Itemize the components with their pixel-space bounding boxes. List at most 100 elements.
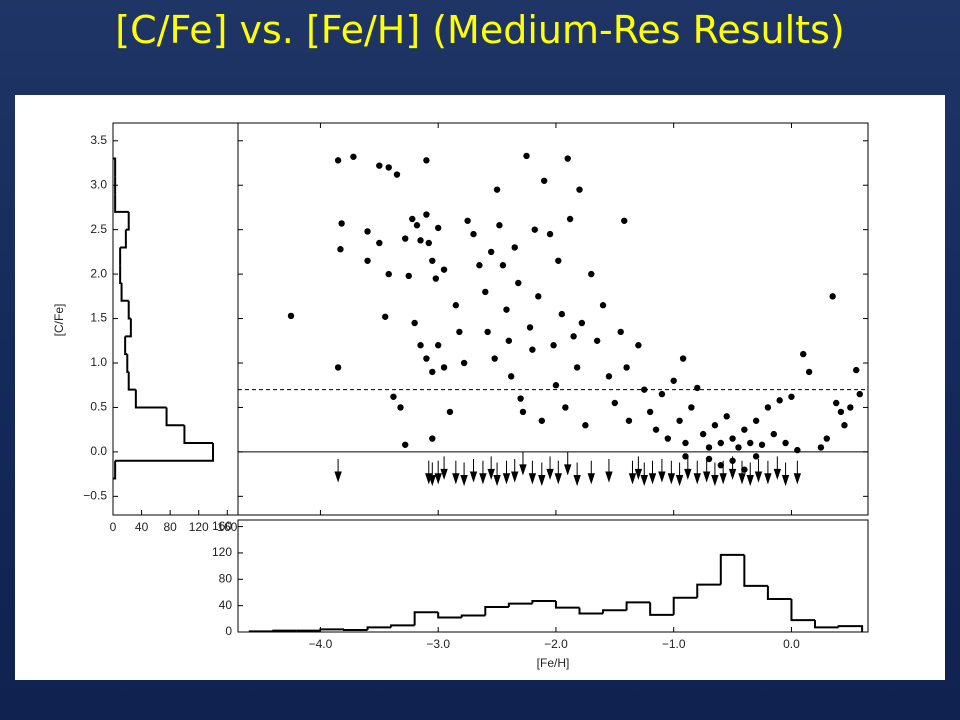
data-point — [376, 162, 383, 169]
data-point — [334, 364, 342, 371]
data-point — [456, 328, 463, 336]
hist-bin — [460, 614, 486, 618]
data-point — [562, 404, 569, 411]
data-point — [526, 324, 534, 331]
upper-limit-arrow — [728, 456, 737, 480]
data-point — [432, 275, 440, 282]
hist-bin — [183, 425, 213, 444]
hist-bin — [743, 554, 768, 587]
hist-bin — [413, 611, 439, 626]
x-tick-label: 120 — [189, 520, 209, 534]
data-point — [417, 237, 424, 244]
data-point — [390, 393, 397, 400]
y-axis-label: [C/Fe] — [52, 304, 66, 337]
data-point — [385, 270, 392, 278]
data-point — [517, 395, 524, 402]
hist-bin — [578, 607, 604, 615]
data-point — [682, 453, 689, 460]
data-point — [452, 302, 460, 309]
upper-limit-arrow — [764, 460, 772, 485]
data-point — [599, 302, 607, 309]
y-tick-label: 1.0 — [90, 355, 107, 369]
data-point — [476, 262, 483, 269]
data-point — [705, 444, 713, 451]
upper-limit-arrow — [793, 460, 802, 485]
data-point — [434, 342, 442, 349]
data-point — [711, 422, 719, 429]
data-point — [735, 444, 742, 451]
data-point — [717, 462, 725, 469]
y-tick-label: 80 — [219, 571, 233, 585]
hist-bin — [554, 601, 580, 609]
data-point — [758, 441, 766, 448]
data-point — [752, 417, 760, 424]
bottom-hist-frame — [237, 519, 869, 633]
data-point — [402, 441, 409, 448]
data-point — [794, 446, 801, 454]
data-point — [364, 257, 371, 264]
data-point — [823, 435, 830, 442]
hist-bin — [484, 605, 509, 616]
data-point — [464, 217, 471, 224]
hist-bin — [134, 389, 167, 409]
data-point — [664, 435, 672, 442]
hist-bin — [272, 629, 297, 632]
upper-limit-arrow — [546, 456, 554, 480]
x-tick-label: −3.0 — [426, 637, 450, 651]
upper-limit-arrow — [754, 459, 763, 483]
upper-limit-arrow — [628, 460, 637, 485]
upper-limit-arrow — [648, 460, 657, 485]
data-point — [381, 313, 389, 320]
upper-limit-arrow — [334, 459, 342, 483]
data-point — [405, 272, 412, 280]
data-point — [397, 404, 404, 411]
data-point — [593, 337, 601, 344]
data-point — [417, 342, 424, 349]
upper-limit-arrow — [554, 460, 562, 485]
data-point — [605, 373, 613, 380]
data-point — [493, 186, 501, 193]
data-point — [429, 368, 436, 376]
data-point — [523, 152, 530, 160]
y-tick-label: 0.5 — [90, 400, 107, 414]
figure-panel — [15, 95, 945, 680]
data-point — [446, 408, 454, 416]
data-point — [287, 312, 295, 320]
data-point — [741, 426, 748, 433]
data-point — [752, 453, 760, 460]
hist-bin — [366, 626, 392, 631]
hist-bin — [248, 630, 274, 633]
upper-limit-arrow — [434, 460, 442, 485]
data-point — [425, 239, 432, 247]
y-tick-label: 3.0 — [90, 177, 107, 191]
slide-title: [C/Fe] vs. [Fe/H] (Medium-Res Results) — [115, 8, 845, 52]
data-point — [376, 239, 383, 247]
data-point — [482, 288, 489, 296]
data-point — [507, 373, 515, 380]
hist-bin — [507, 602, 533, 607]
data-point — [588, 270, 595, 278]
upper-limit-arrow — [452, 460, 460, 485]
data-point — [646, 408, 654, 416]
scatter-frame — [237, 122, 869, 516]
hist-bin — [790, 599, 816, 622]
data-point — [764, 404, 772, 411]
hist-bin — [837, 625, 864, 632]
hist-bin — [113, 460, 117, 480]
data-point — [558, 310, 566, 318]
data-point — [578, 319, 586, 327]
y-tick-label: 1.5 — [90, 311, 107, 325]
data-point — [529, 346, 536, 353]
data-point — [546, 230, 554, 238]
upper-limit-arrow — [493, 462, 501, 487]
upper-limit-arrow — [519, 451, 527, 476]
data-point — [847, 404, 854, 411]
y-tick-label: 40 — [219, 598, 233, 612]
x-axis-label: [Fe/H] — [537, 656, 570, 670]
data-point — [800, 350, 807, 358]
hist-bin — [814, 620, 839, 629]
x-tick-label: 0 — [110, 520, 117, 534]
upper-limit-arrow — [738, 460, 746, 485]
y-tick-label: 3.5 — [90, 133, 107, 147]
upper-limit-arrow — [511, 459, 519, 483]
